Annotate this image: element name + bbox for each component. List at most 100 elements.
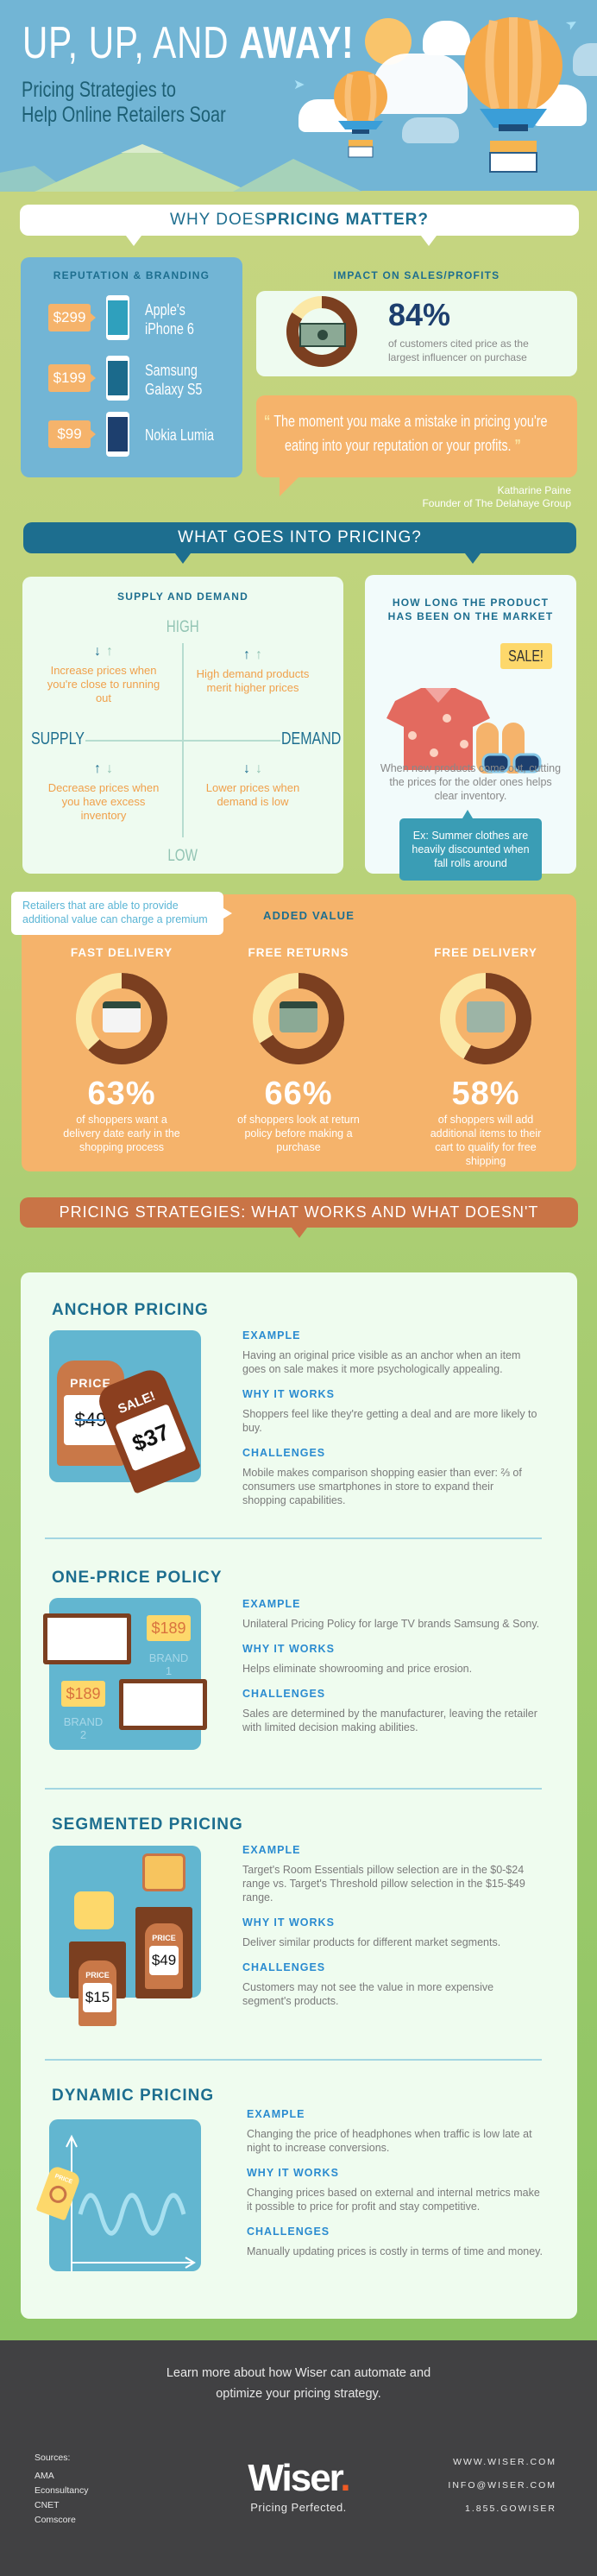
balloon-icon (464, 17, 562, 173)
contact-link[interactable]: 1.855.GOWISER (465, 2503, 556, 2514)
quadrant-text: Decrease prices when you have excess inv… (47, 781, 160, 822)
added-value-text: of shoppers want a delivery date early i… (63, 1114, 180, 1153)
added-value-callout: Retailers that are able to provide addit… (11, 892, 223, 935)
demand-arrow-icon: ↓ (255, 761, 262, 776)
impact-heading: IMPACT ON SALES/PROFITS (333, 269, 500, 281)
price-tag: $199 (48, 364, 91, 392)
impact-donut (286, 296, 357, 367)
arrow-indicators: ↑ ↑ (218, 647, 287, 663)
supply-arrow-icon: ↑ (243, 647, 250, 662)
strategy-details: EXAMPLE Unilateral Pricing Policy for lar… (242, 1597, 540, 1746)
section-label: CHALLENGES (247, 2226, 330, 2238)
sources-list: Sources: AMA Econsultancy CNET Comscore (35, 2451, 88, 2528)
strategy-details: EXAMPLE Having an original price visible … (242, 1329, 540, 1518)
section-divider (45, 1537, 542, 1539)
hero-title: UP, UP, AND AWAY! (22, 18, 355, 68)
added-value-text: of shoppers look at return policy before… (237, 1114, 360, 1153)
section-text: Having an original price visible as an a… (242, 1349, 521, 1375)
sale-sign: SALE! (500, 643, 552, 669)
strategies-banner: PRICING STRATEGIES: WHAT WORKS AND WHAT … (20, 1197, 578, 1228)
axis-supply: SUPPLY (31, 729, 85, 748)
section-text: Customers may not see the value in more … (242, 1981, 494, 2007)
added-value-donut (76, 973, 167, 1064)
footer (0, 2340, 597, 2576)
arrow-indicators: ↑ ↓ (69, 761, 138, 777)
market-example: Ex: Summer clothes are heavily discounte… (399, 818, 542, 881)
demand-arrow-icon: ↓ (106, 761, 113, 776)
price-wave-chart-icon (66, 2134, 196, 2271)
quote-tail (280, 477, 298, 496)
price-tag: $99 (48, 420, 91, 448)
strategy-title: ONE-PRICE POLICY (52, 1569, 223, 1587)
pillow-icon (142, 1853, 185, 1891)
horizontal-axis (85, 740, 280, 742)
section-label: WHY IT WORKS (242, 1643, 335, 1655)
added-value-title: FREE RETURNS (248, 946, 349, 959)
quote-text: “ The moment you make a mistake in prici… (264, 413, 548, 454)
section-label: CHALLENGES (242, 1688, 326, 1700)
section-label: EXAMPLE (242, 1329, 301, 1342)
summer-clothes-icon (386, 688, 542, 773)
section-label: EXAMPLE (242, 1844, 301, 1856)
section-text: Target's Room Essentials pillow selectio… (242, 1864, 525, 1904)
section-label: WHY IT WORKS (242, 1916, 335, 1929)
axis-low: LOW (167, 847, 198, 865)
footer-cta[interactable]: Learn more about how Wiser can automate … (166, 2366, 431, 2401)
added-value-title: FREE DELIVERY (434, 946, 537, 959)
cloud-icon (402, 117, 459, 143)
donut-value-arc (260, 973, 344, 1064)
quadrant-text: Increase prices when you're close to run… (47, 664, 160, 704)
supply-demand-heading: SUPPLY AND DEMAND (117, 590, 248, 603)
section-label: EXAMPLE (247, 2108, 305, 2120)
section-label: CHALLENGES (242, 1447, 326, 1459)
reputation-heading: REPUTATION & BRANDING (53, 269, 211, 281)
money-icon (299, 323, 346, 347)
added-value-percent: 63% (87, 1076, 156, 1112)
added-value-donut (440, 973, 531, 1064)
impact-text: of customers cited price as the largest i… (388, 338, 529, 363)
axis-demand: DEMAND (281, 729, 342, 748)
added-value-donut (253, 973, 344, 1064)
cloud-icon (573, 43, 597, 76)
quote-author: Katharine Paine Founder of The Delahaye G… (422, 484, 571, 509)
strategy-details: EXAMPLE Target's Room Essentials pillow s… (242, 1843, 540, 2019)
donut-value-arc (463, 973, 531, 1064)
logo-tagline: Pricing Perfected. (250, 2501, 347, 2514)
price-label: $189 (147, 1615, 191, 1641)
supply-arrow-icon: ↑ (94, 761, 101, 776)
cloud-icon (423, 21, 470, 55)
phone-icon (106, 356, 129, 401)
paper-plane-icon: ➤ (293, 78, 305, 92)
price-label: $189 (61, 1681, 105, 1707)
source-item: AMA (35, 2471, 54, 2481)
phone-icon (106, 295, 129, 340)
quadrant-text: High demand products merit higher prices (196, 667, 310, 694)
truck-icon (467, 1001, 505, 1032)
contact-link[interactable]: INFO@WISER.COM (448, 2480, 556, 2491)
source-item: Econsultancy (35, 2485, 89, 2496)
price-tag: PRICE $15 (79, 1960, 116, 2026)
section-text: Deliver similar products for different m… (242, 1936, 501, 1948)
impact-percent: 84% (388, 297, 451, 332)
section-divider (45, 2059, 542, 2061)
section-label: EXAMPLE (242, 1598, 301, 1610)
mountains (0, 144, 362, 192)
contact-list: WWW.WISER.COM INFO@WISER.COM 1.855.GOWISER (448, 2451, 556, 2521)
added-value-title: FAST DELIVERY (70, 946, 173, 959)
added-value-panel (22, 894, 576, 1171)
contact-link[interactable]: WWW.WISER.COM (453, 2457, 556, 2467)
wiser-logo[interactable]: Wiser. (248, 2457, 350, 2499)
phone-model: Apple's iPhone 6 (145, 301, 194, 338)
phone-model: Samsung Galaxy S5 (145, 362, 203, 398)
strategy-details: EXAMPLE Changing the price of headphones … (247, 2107, 544, 2270)
strategy-title: ANCHOR PRICING (52, 1301, 209, 1319)
source-item: CNET (35, 2500, 60, 2510)
cloud-icon (373, 54, 468, 114)
balloon-icon (334, 71, 387, 158)
strategy-title: SEGMENTED PRICING (52, 1815, 243, 1834)
supply-arrow-icon: ↓ (94, 644, 101, 659)
section-text: Sales are determined by the manufacturer… (242, 1708, 537, 1733)
tv-icon (43, 1613, 131, 1664)
money-return-icon (280, 1001, 317, 1032)
